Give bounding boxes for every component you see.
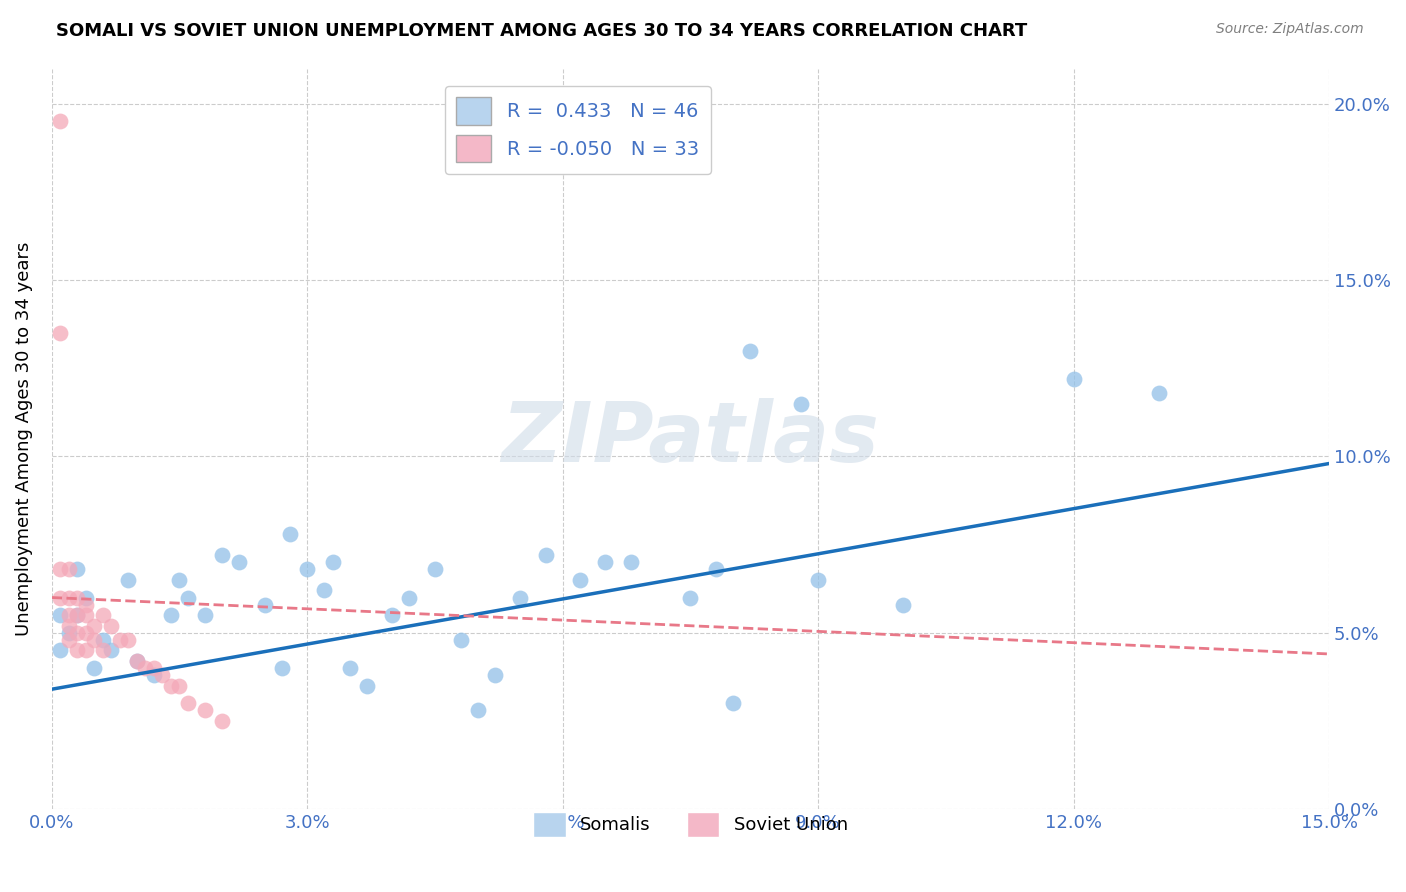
Point (322, 555, 344, 569)
Point (49, 608, 72, 623)
Point (75, 591, 97, 605)
Point (66, 608, 89, 623)
Text: SOMALI VS SOVIET UNION UNEMPLOYMENT AMONG AGES 30 TO 34 YEARS CORRELATION CHART: SOMALI VS SOVIET UNION UNEMPLOYMENT AMON… (56, 22, 1028, 40)
Point (91, 643, 114, 657)
Text: ZIPatlas: ZIPatlas (502, 399, 879, 479)
Point (83, 632, 105, 647)
Point (100, 619, 122, 633)
Point (58, 619, 80, 633)
Point (484, 668, 506, 682)
Point (398, 591, 420, 605)
Point (66, 562, 89, 576)
Point (169, 573, 191, 587)
Point (49, 114, 72, 128)
Point (100, 643, 122, 657)
Point (194, 608, 217, 623)
Point (704, 562, 727, 576)
Point (75, 625, 97, 640)
Point (66, 625, 89, 640)
Point (253, 598, 276, 612)
Point (807, 573, 830, 587)
Point (91, 632, 114, 647)
Point (83, 619, 105, 633)
Point (790, 396, 813, 410)
Point (108, 632, 131, 647)
Point (467, 703, 489, 717)
Point (314, 583, 336, 598)
Point (75, 598, 97, 612)
Point (534, 548, 557, 562)
Point (152, 668, 174, 682)
Point (58, 625, 80, 640)
Point (228, 555, 250, 569)
Point (381, 608, 404, 623)
Point (595, 555, 617, 569)
Point (142, 661, 165, 675)
Y-axis label: Unemployment Among Ages 30 to 34 years: Unemployment Among Ages 30 to 34 years (15, 242, 32, 636)
Point (49, 591, 72, 605)
Point (738, 343, 761, 358)
Point (891, 598, 914, 612)
Point (160, 679, 183, 693)
Legend: Somalis, Soviet Union: Somalis, Soviet Union (526, 805, 855, 845)
Point (125, 654, 148, 668)
Point (194, 703, 217, 717)
Text: Source: ZipAtlas.com: Source: ZipAtlas.com (1216, 22, 1364, 37)
Point (91, 608, 114, 623)
Point (58, 608, 80, 623)
Point (450, 632, 472, 647)
Point (58, 632, 80, 647)
Point (679, 591, 702, 605)
Point (270, 661, 292, 675)
Point (66, 608, 89, 623)
Point (339, 661, 361, 675)
Point (423, 562, 446, 576)
Point (142, 668, 165, 682)
Point (568, 573, 591, 587)
Point (125, 654, 148, 668)
Point (66, 591, 89, 605)
Point (620, 555, 643, 569)
Point (356, 679, 378, 693)
Point (83, 661, 105, 675)
Point (509, 591, 531, 605)
Point (177, 591, 200, 605)
Point (49, 643, 72, 657)
Point (75, 643, 97, 657)
Point (75, 608, 97, 623)
Point (49, 326, 72, 340)
Point (66, 643, 89, 657)
Point (169, 679, 191, 693)
Point (297, 562, 319, 576)
Point (1147, 386, 1170, 401)
Point (58, 591, 80, 605)
Point (211, 714, 233, 728)
Point (177, 696, 200, 710)
Point (117, 573, 139, 587)
Point (117, 632, 139, 647)
Point (721, 696, 744, 710)
Point (278, 527, 301, 541)
Point (58, 562, 80, 576)
Point (1063, 372, 1085, 386)
Point (160, 608, 183, 623)
Point (211, 548, 233, 562)
Point (134, 661, 156, 675)
Point (49, 562, 72, 576)
